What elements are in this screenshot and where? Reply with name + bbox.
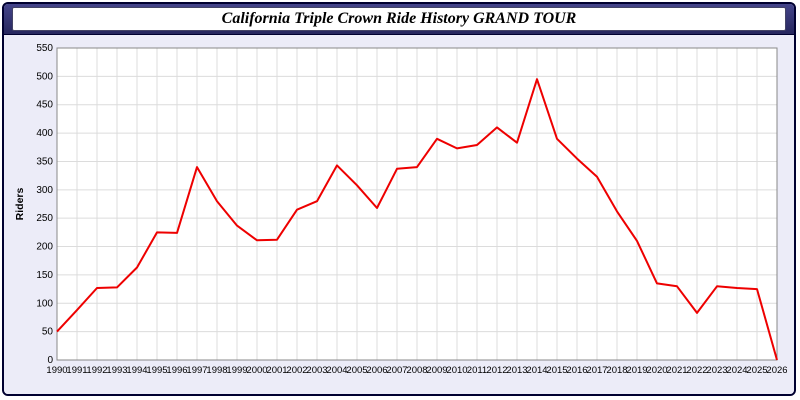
x-tick-label: 2022 xyxy=(686,365,707,376)
x-tick-label: 2026 xyxy=(766,365,787,376)
riders-line-chart: 0501001502002503003504004505005501990199… xyxy=(14,43,787,376)
chart-window: California Triple Crown Ride History GRA… xyxy=(2,2,796,396)
x-tick-label: 2015 xyxy=(546,365,567,376)
x-tick-label: 1990 xyxy=(46,365,67,376)
chart-body: 0 50 100 150 200 250 300 350 400 450 500 550 1990 199… xyxy=(4,35,794,394)
y-tick-label: 150 xyxy=(36,270,53,281)
x-tick-label: 2012 xyxy=(486,365,507,376)
x-tick-label: 2005 xyxy=(346,365,367,376)
x-tick-label: 2007 xyxy=(386,365,407,376)
x-tick-label: 2006 xyxy=(366,365,387,376)
y-tick-label: 400 xyxy=(36,128,53,139)
y-tick-label: 450 xyxy=(36,100,53,111)
y-tick-label: 200 xyxy=(36,242,53,253)
plot-border xyxy=(56,47,778,361)
x-tick-label: 2017 xyxy=(586,365,607,376)
x-tick-label: 2016 xyxy=(566,365,587,376)
y-axis-label: Riders xyxy=(14,188,26,221)
window-titlebar: California Triple Crown Ride History GRA… xyxy=(4,4,794,35)
x-tick-label: 1997 xyxy=(186,365,207,376)
x-tick-label: 2020 xyxy=(646,365,667,376)
x-tick-label: 2021 xyxy=(666,365,687,376)
x-tick-label: 1991 xyxy=(66,365,87,376)
x-tick-label: 1993 xyxy=(106,365,127,376)
y-tick-label: 300 xyxy=(36,185,53,196)
x-tick-label: 2004 xyxy=(326,365,347,376)
x-tick-label: 2000 xyxy=(246,365,267,376)
riders-series-line xyxy=(56,78,778,361)
x-tick-label: 1998 xyxy=(206,365,227,376)
x-tick-label: 1999 xyxy=(226,365,247,376)
x-tick-label: 2010 xyxy=(446,365,467,376)
x-tick-label: 2024 xyxy=(726,365,747,376)
y-tick-label: 350 xyxy=(36,156,53,167)
x-tick-label: 2003 xyxy=(306,365,327,376)
x-tick-label: 2002 xyxy=(286,365,307,376)
x-tick-label: 2011 xyxy=(467,365,487,376)
x-tick-label: 2001 xyxy=(266,365,287,376)
y-tick-label: 500 xyxy=(36,71,53,82)
x-tick-label: 2023 xyxy=(706,365,727,376)
x-tick-label: 1996 xyxy=(166,365,187,376)
x-tick-label: 2018 xyxy=(606,365,627,376)
x-tick-label: 2019 xyxy=(626,365,647,376)
x-tick-label: 2014 xyxy=(526,365,547,376)
chart-title: California Triple Crown Ride History GRA… xyxy=(12,7,786,31)
x-tick-label: 1995 xyxy=(146,365,167,376)
y-tick-label: 250 xyxy=(36,213,53,224)
x-tick-label: 1994 xyxy=(126,365,147,376)
y-tick-label: 50 xyxy=(42,327,54,338)
y-tick-label: 100 xyxy=(36,298,53,309)
x-tick-label: 2013 xyxy=(506,365,527,376)
x-tick-label: 2025 xyxy=(746,365,767,376)
y-tick-label: 550 xyxy=(36,43,53,54)
x-tick-label: 2009 xyxy=(426,365,447,376)
y-tick-label: 0 xyxy=(47,355,53,366)
x-tick-label: 1992 xyxy=(86,365,107,376)
x-tick-label: 2008 xyxy=(406,365,427,376)
